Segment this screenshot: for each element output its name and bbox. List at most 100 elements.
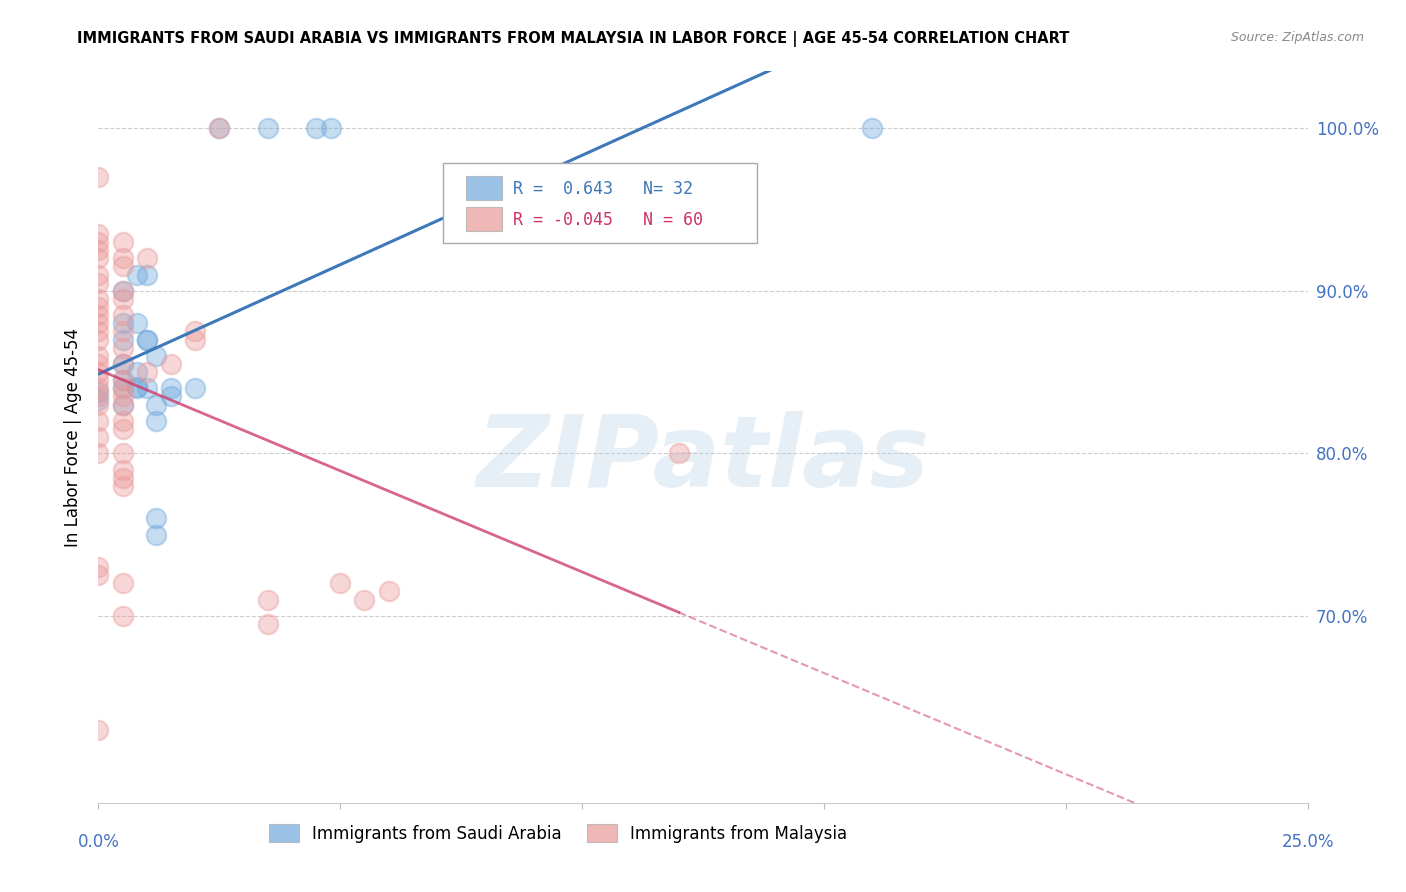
Point — [111, 284, 134, 298]
Point — [256, 592, 278, 607]
FancyBboxPatch shape — [465, 176, 502, 201]
Point — [111, 373, 134, 387]
Legend: Immigrants from Saudi Arabia, Immigrants from Malaysia: Immigrants from Saudi Arabia, Immigrants… — [262, 818, 853, 849]
Point — [87, 243, 110, 257]
Point — [87, 235, 110, 249]
Point — [87, 308, 110, 322]
Point — [329, 576, 352, 591]
Point — [87, 560, 110, 574]
Point — [135, 365, 157, 379]
Point — [208, 121, 231, 136]
Point — [127, 381, 149, 395]
Point — [353, 592, 375, 607]
Point — [87, 446, 110, 460]
Point — [87, 227, 110, 241]
Point — [111, 260, 134, 274]
Point — [184, 325, 207, 339]
Point — [127, 316, 149, 330]
Point — [111, 341, 134, 355]
Point — [111, 398, 134, 412]
Point — [135, 268, 157, 282]
Point — [860, 121, 883, 136]
Point — [111, 308, 134, 322]
Point — [111, 446, 134, 460]
Point — [87, 292, 110, 306]
Point — [87, 276, 110, 290]
Point — [87, 268, 110, 282]
Point — [135, 381, 157, 395]
Point — [87, 349, 110, 363]
Point — [87, 333, 110, 347]
Point — [87, 430, 110, 444]
Text: IMMIGRANTS FROM SAUDI ARABIA VS IMMIGRANTS FROM MALAYSIA IN LABOR FORCE | AGE 45: IMMIGRANTS FROM SAUDI ARABIA VS IMMIGRAN… — [77, 31, 1070, 47]
Point — [111, 381, 134, 395]
Point — [111, 471, 134, 485]
Point — [111, 252, 134, 266]
Point — [111, 316, 134, 330]
Point — [668, 446, 690, 460]
Point — [87, 414, 110, 428]
Text: 0.0%: 0.0% — [77, 833, 120, 851]
Point — [87, 373, 110, 387]
Point — [145, 527, 167, 541]
Point — [127, 365, 149, 379]
Point — [145, 349, 167, 363]
Point — [87, 568, 110, 582]
Point — [135, 333, 157, 347]
Point — [111, 398, 134, 412]
Point — [111, 381, 134, 395]
Point — [87, 381, 110, 395]
Point — [87, 365, 110, 379]
Point — [111, 608, 134, 623]
Point — [160, 381, 183, 395]
Point — [111, 389, 134, 403]
Point — [87, 325, 110, 339]
Point — [184, 381, 207, 395]
Text: ZIPatlas: ZIPatlas — [477, 410, 929, 508]
Y-axis label: In Labor Force | Age 45-54: In Labor Force | Age 45-54 — [65, 327, 83, 547]
Point — [111, 479, 134, 493]
Point — [135, 252, 157, 266]
Text: 25.0%: 25.0% — [1281, 833, 1334, 851]
Point — [135, 333, 157, 347]
Point — [145, 414, 167, 428]
Point — [111, 357, 134, 371]
Point — [111, 373, 134, 387]
Text: Source: ZipAtlas.com: Source: ZipAtlas.com — [1230, 31, 1364, 45]
Point — [256, 617, 278, 632]
Point — [111, 333, 134, 347]
Point — [127, 380, 149, 394]
Point — [87, 384, 110, 399]
Point — [111, 422, 134, 436]
Point — [160, 357, 183, 371]
Point — [87, 723, 110, 737]
FancyBboxPatch shape — [443, 163, 758, 244]
Point — [87, 316, 110, 330]
Point — [87, 398, 110, 412]
Point — [87, 300, 110, 314]
Point — [87, 392, 110, 407]
Point — [111, 462, 134, 476]
Point — [256, 121, 278, 136]
Point — [111, 576, 134, 591]
Point — [111, 284, 134, 298]
Point — [319, 121, 342, 136]
Point — [111, 325, 134, 339]
Point — [127, 268, 149, 282]
Point — [305, 121, 328, 136]
Point — [184, 333, 207, 347]
Point — [111, 414, 134, 428]
Point — [208, 121, 231, 136]
Point — [87, 252, 110, 266]
Point — [111, 292, 134, 306]
Point — [145, 511, 167, 525]
Point — [87, 169, 110, 184]
Point — [145, 398, 167, 412]
FancyBboxPatch shape — [465, 207, 502, 231]
Point — [87, 389, 110, 403]
Text: R = -0.045   N = 60: R = -0.045 N = 60 — [513, 211, 703, 229]
Point — [87, 357, 110, 371]
Text: R =  0.643   N= 32: R = 0.643 N= 32 — [513, 180, 693, 198]
Point — [160, 389, 183, 403]
Point — [111, 357, 134, 371]
